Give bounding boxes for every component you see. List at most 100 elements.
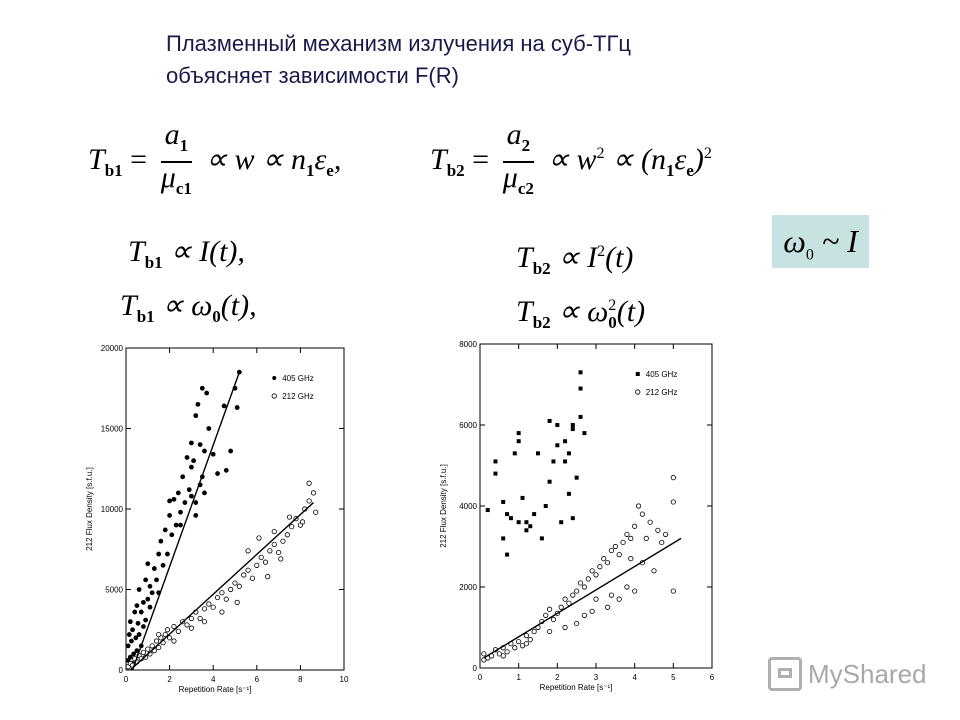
y-tick-label: 0 [119,666,124,675]
data-point-405ghz [555,443,560,448]
data-point-212ghz [585,576,591,582]
data-point-212ghz [201,606,208,612]
data-point-405ghz [133,635,139,641]
data-point-405ghz [129,638,134,644]
tb2-denominator: μ [502,161,518,194]
data-point-405ghz [532,512,537,517]
data-point-212ghz [547,628,553,635]
data-point-212ghz [562,596,568,602]
data-point-405ghz [570,423,575,427]
data-point-405ghz [555,423,560,427]
data-point-405ghz [171,496,177,502]
tb2-omega-sub: b2 [532,313,551,332]
data-point-405ghz [512,451,517,456]
data-point-212ghz [171,623,177,630]
data-point-212ghz [280,538,286,544]
data-point-405ghz [547,479,552,484]
data-point-405ghz [221,403,227,409]
data-point-405ghz [193,513,199,518]
data-point-212ghz [527,637,533,643]
data-point-405ghz [136,587,142,592]
data-point-405ghz [125,643,131,649]
data-point-405ghz [178,509,183,515]
data-point-212ghz [589,608,595,614]
data-point-405ghz [516,439,521,444]
data-point-405ghz [184,455,190,460]
data-point-212ghz [624,531,630,537]
data-point-212ghz [632,523,638,529]
tb2-i-symbol: T [516,241,533,274]
data-point-212ghz [206,601,212,607]
legend-label: 212 GHz [646,388,678,397]
tb1-proportional: ∝ w ∝ n [205,142,306,176]
data-point-405ghz [508,516,513,521]
y-tick-label: 5000 [105,586,123,595]
data-point-212ghz [523,632,530,639]
data-point-405ghz [156,551,162,557]
data-point-405ghz [167,513,172,518]
data-point-405ghz [189,440,194,446]
tb2-w-sup: 2 [596,144,605,162]
data-point-405ghz [193,413,199,419]
title-line-1: Плазменный механизм излучения на суб-ТГц [166,31,631,56]
data-point-212ghz [254,562,260,568]
data-point-212ghz [149,643,155,649]
data-point-405ghz [191,458,196,464]
omega-box-sub: 0 [805,246,814,264]
data-point-212ghz [624,584,630,590]
data-point-405ghz [127,619,133,625]
myshared-logo-icon [768,657,802,691]
tb2-omega-tail: (t) [616,295,646,328]
data-point-405ghz [197,442,203,447]
data-point-405ghz [186,487,192,493]
data-point-212ghz [670,588,676,594]
data-point-405ghz [528,524,533,529]
data-point-405ghz [151,566,157,571]
fit-line [483,537,682,659]
data-point-405ghz [180,474,186,480]
x-tick-label: 10 [340,675,349,684]
data-point-405ghz [215,471,220,476]
omega-box-symbol: ω [783,223,806,259]
data-point-212ghz [162,631,168,638]
tb2-i-sup: 2 [597,243,606,260]
data-point-212ghz [562,624,568,631]
data-point-405ghz [132,609,138,615]
data-point-405ghz [175,490,181,496]
data-point-212ghz [593,596,599,602]
data-point-212ghz [289,524,295,530]
data-point-212ghz [219,590,225,596]
data-point-405ghz [138,609,144,615]
slide-title: Плазменный механизм излучения на суб-ТГц… [166,28,806,92]
data-point-212ghz [663,531,669,537]
data-point-212ghz [531,628,537,635]
data-point-212ghz [156,644,162,651]
y-axis-label: 212 Flux Density [s.f.u.] [439,464,448,548]
left-flux-density-chart: 0 2 4 6 8 10 0 5000 10000 15000 20000 Repetition Ra… [85,344,349,694]
data-point-212ghz [249,575,256,581]
data-point-212ghz [310,490,317,496]
data-point-212ghz [581,612,587,618]
formula-tb1-omega: Tb1 ∝ ω0(t), [120,286,257,337]
data-point-405ghz [204,390,210,396]
title-line-2: объясняет зависимости F(R) [166,63,459,88]
tb2-numerator-sub: 2 [521,136,531,155]
right-flux-density-chart: 0 1 2 3 4 5 6 0 2000 4000 6000 8000 Repetition Rate … [439,340,715,692]
y-tick-label: 20000 [101,344,124,353]
data-point-405ghz [516,520,521,525]
data-point-212ghz [245,548,251,554]
data-point-212ghz [188,625,195,631]
data-point-405ghz [169,532,175,538]
data-point-405ghz [202,490,207,496]
data-point-405ghz [547,418,552,423]
tb1-omega-rhs-sub: 0 [212,307,221,326]
data-point-405ghz [570,516,575,521]
data-point-212ghz [228,586,234,593]
data-point-405ghz [582,431,587,436]
tb1-tail: , [333,142,342,176]
tb1-omega-symbol: T [120,289,137,322]
tb2-omega-rhs-sub: 0 [608,313,617,332]
data-point-212ghz [547,606,553,612]
data-point-405ghz [223,467,229,473]
tb2-i-sub: b2 [532,259,551,278]
